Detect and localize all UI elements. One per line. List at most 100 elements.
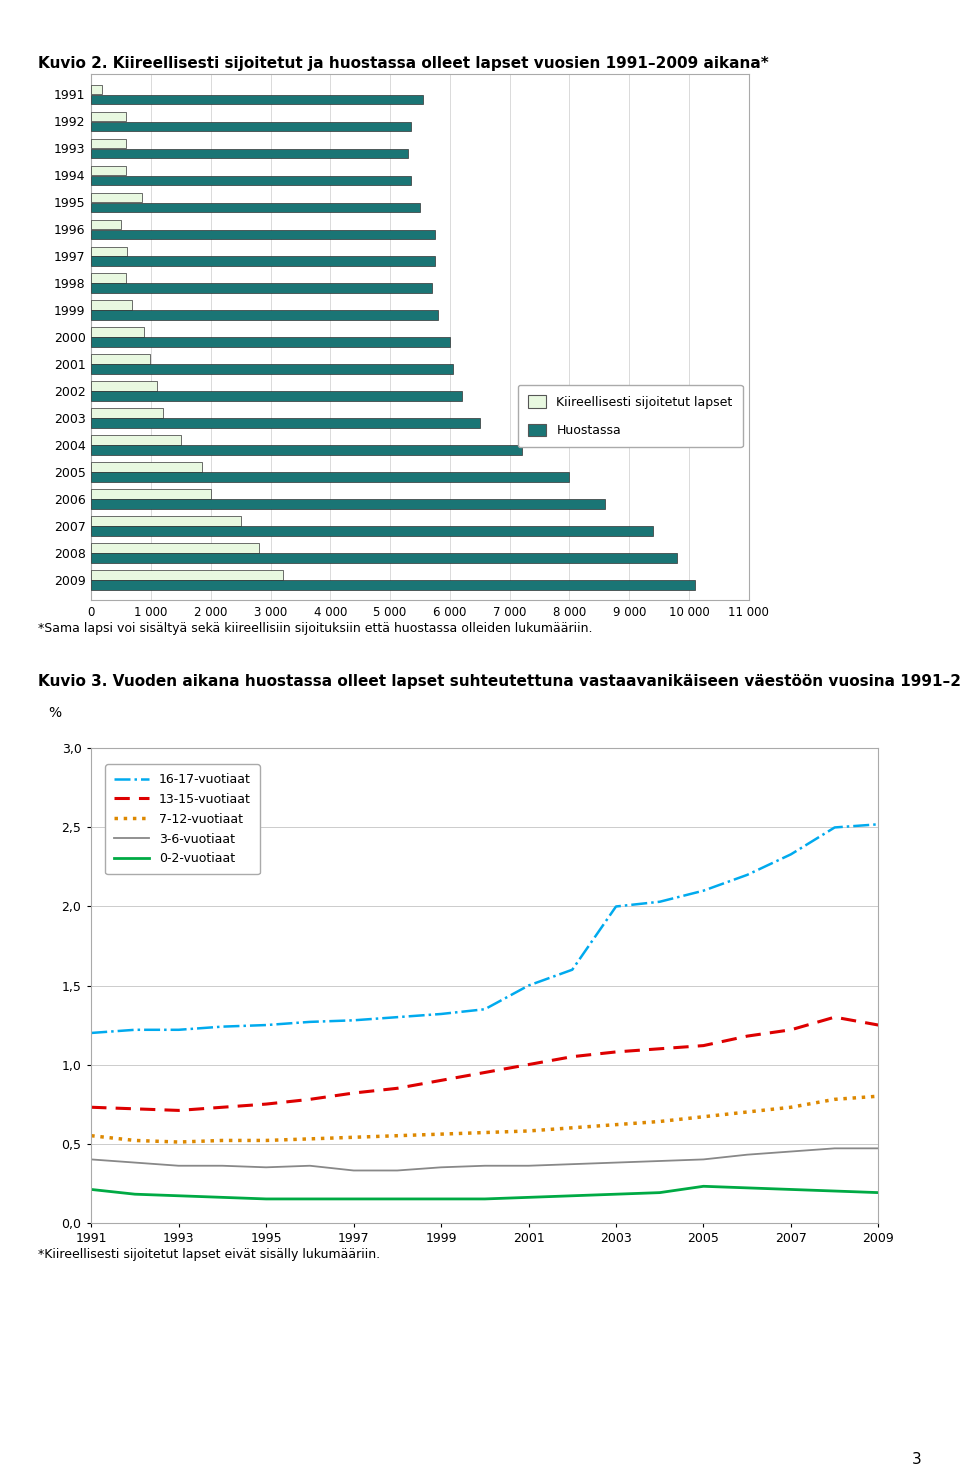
13-15-vuotiaat [654,1040,665,1058]
16-17-vuotiaat [348,1011,359,1029]
3-6-vuotiaat [611,1153,622,1171]
Bar [91,571,282,579]
0-2-vuotiaat [479,1190,491,1208]
3-6-vuotiaat [348,1162,359,1180]
0-2-vuotiaat [392,1190,403,1208]
7-12-vuotiaat [173,1134,184,1152]
0-2-vuotiaat [348,1190,359,1208]
Bar [91,516,241,526]
Legend: Kiireellisesti sijoitetut lapset, Huostassa: Kiireellisesti sijoitetut lapset, Huosta… [517,385,742,448]
13-15-vuotiaat [698,1037,709,1055]
7-12-vuotiaat [85,1126,97,1144]
16-17-vuotiaat [260,1017,272,1034]
0-2-vuotiaat [304,1190,316,1208]
16-17-vuotiaat [173,1021,184,1039]
Bar [91,499,606,508]
13-15-vuotiaat [260,1095,272,1113]
3-6-vuotiaat [130,1153,141,1171]
Bar [91,391,462,400]
16-17-vuotiaat [828,818,840,836]
Bar [91,409,163,418]
Bar [91,256,435,265]
13-15-vuotiaat [304,1091,316,1109]
0-2-vuotiaat [828,1183,840,1200]
Text: 3: 3 [912,1452,922,1467]
Bar [91,193,142,202]
3-6-vuotiaat [741,1146,753,1163]
Bar [91,246,127,256]
13-15-vuotiaat [435,1071,446,1089]
Bar [91,473,569,482]
13-15-vuotiaat [785,1021,797,1039]
Bar [91,95,423,104]
16-17-vuotiaat [85,1024,97,1042]
16-17-vuotiaat [611,898,622,916]
16-17-vuotiaat [304,1014,316,1031]
Text: *Kiireellisesti sijoitetut lapset eivät sisälly lukumääriin.: *Kiireellisesti sijoitetut lapset eivät … [38,1248,380,1261]
3-6-vuotiaat [304,1157,316,1175]
13-15-vuotiaat [85,1098,97,1116]
Line: 16-17-vuotiaat: 16-17-vuotiaat [91,824,878,1033]
0-2-vuotiaat [654,1184,665,1202]
Bar [91,462,202,471]
7-12-vuotiaat [654,1113,665,1131]
7-12-vuotiaat [130,1132,141,1150]
13-15-vuotiaat [828,1008,840,1026]
7-12-vuotiaat [348,1128,359,1146]
3-6-vuotiaat [828,1140,840,1157]
3-6-vuotiaat [566,1156,578,1174]
7-12-vuotiaat [785,1098,797,1116]
7-12-vuotiaat [873,1088,884,1106]
0-2-vuotiaat [260,1190,272,1208]
0-2-vuotiaat [130,1186,141,1203]
Bar [91,310,438,320]
Bar [91,581,695,590]
Bar [91,122,411,130]
Bar [91,84,102,93]
16-17-vuotiaat [479,1000,491,1018]
13-15-vuotiaat [130,1100,141,1117]
16-17-vuotiaat [566,960,578,978]
Bar [91,418,480,428]
0-2-vuotiaat [435,1190,446,1208]
3-6-vuotiaat [479,1157,491,1175]
3-6-vuotiaat [392,1162,403,1180]
13-15-vuotiaat [741,1027,753,1045]
0-2-vuotiaat [741,1180,753,1197]
Line: 13-15-vuotiaat: 13-15-vuotiaat [91,1017,878,1110]
13-15-vuotiaat [873,1017,884,1034]
Bar [91,526,653,535]
3-6-vuotiaat [173,1157,184,1175]
16-17-vuotiaat [392,1008,403,1026]
16-17-vuotiaat [873,815,884,833]
Bar [91,175,411,185]
3-6-vuotiaat [85,1150,97,1168]
16-17-vuotiaat [435,1005,446,1023]
Bar [91,166,126,175]
7-12-vuotiaat [435,1125,446,1143]
Bar [91,381,156,391]
3-6-vuotiaat [654,1152,665,1169]
Bar [91,436,180,445]
0-2-vuotiaat [698,1177,709,1194]
13-15-vuotiaat [523,1055,535,1073]
13-15-vuotiaat [611,1043,622,1061]
13-15-vuotiaat [217,1098,228,1116]
Line: 3-6-vuotiaat: 3-6-vuotiaat [91,1149,878,1171]
Bar [91,328,144,336]
13-15-vuotiaat [348,1085,359,1103]
3-6-vuotiaat [523,1157,535,1175]
Bar [91,365,453,373]
Bar [91,553,677,563]
Legend: 16-17-vuotiaat, 13-15-vuotiaat, 7-12-vuotiaat, 3-6-vuotiaat, 0-2-vuotiaat: 16-17-vuotiaat, 13-15-vuotiaat, 7-12-vuo… [106,765,260,874]
16-17-vuotiaat [654,892,665,910]
0-2-vuotiaat [85,1181,97,1199]
Bar [91,111,126,122]
Text: %: % [48,705,61,720]
7-12-vuotiaat [479,1123,491,1141]
13-15-vuotiaat [479,1064,491,1082]
7-12-vuotiaat [828,1091,840,1109]
Text: Kuvio 3. Vuoden aikana huostassa olleet lapset suhteutettuna vastaavanikäiseen v: Kuvio 3. Vuoden aikana huostassa olleet … [38,674,960,689]
16-17-vuotiaat [130,1021,141,1039]
Text: Kuvio 2. Kiireellisesti sijoitetut ja huostassa olleet lapset vuosien 1991–2009 : Kuvio 2. Kiireellisesti sijoitetut ja hu… [38,56,769,71]
